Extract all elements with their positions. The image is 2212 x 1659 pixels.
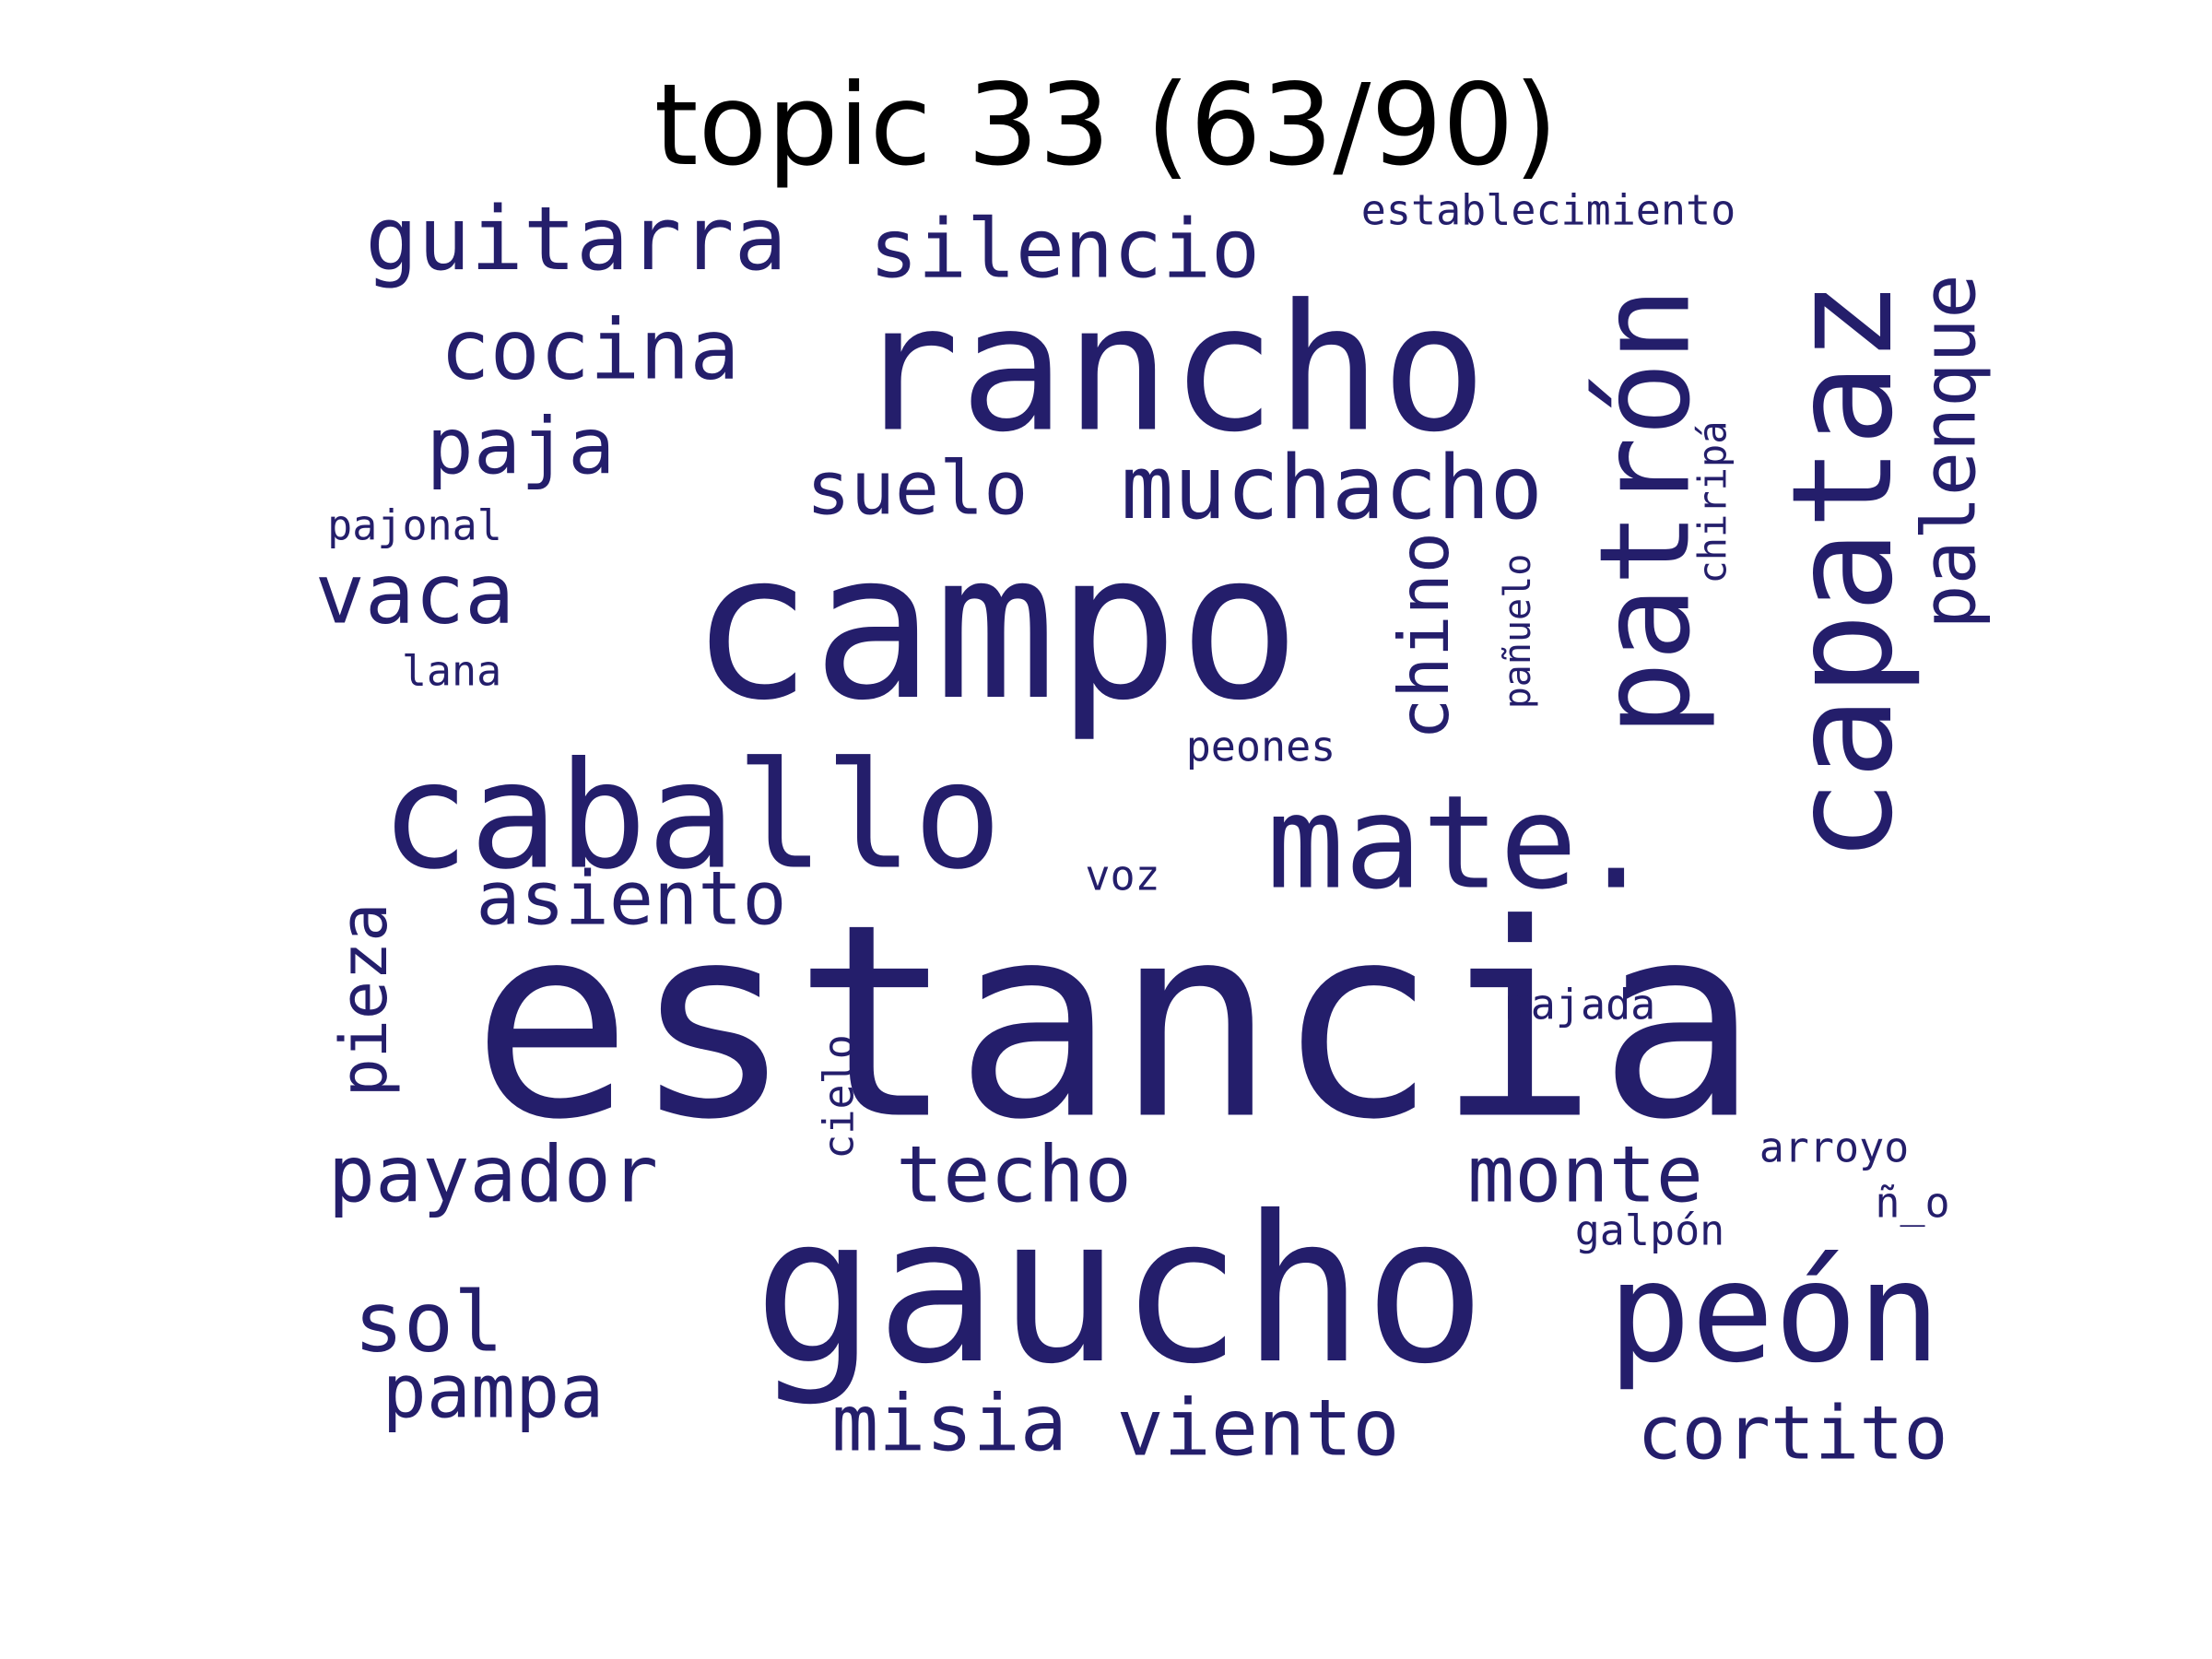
cloud-word-monte: monte: [1467, 1130, 1703, 1221]
cloud-word-silencio: silencio: [869, 202, 1260, 297]
cloud-word-suelo: suelo: [806, 446, 1029, 532]
cloud-word-asiento: asiento: [476, 856, 786, 942]
cloud-word-campo: campo: [690, 509, 1300, 745]
cloud-word-misia: misia: [831, 1379, 1067, 1470]
cloud-word-payador: payador: [328, 1130, 658, 1221]
cloud-word-caballo: caballo: [381, 730, 1002, 902]
cloud-word-muchacho: muchacho: [1121, 438, 1543, 539]
cloud-word-cielo: cielo: [815, 1034, 864, 1159]
cloud-word-sol: sol: [354, 1275, 504, 1371]
cloud-word-techo: techo: [896, 1130, 1132, 1221]
cloud-word-pa-uelo: pañuelo: [1497, 554, 1539, 710]
cloud-word--o: ñ_o: [1875, 1179, 1949, 1228]
cloud-word-voz: voz: [1085, 852, 1159, 900]
cloud-word-chirip-: chiripá: [1690, 420, 1735, 583]
cloud-word-patr-n: patrón: [1573, 287, 1718, 736]
cloud-word-vaca: vaca: [315, 547, 515, 643]
cloud-word-mate-: mate.: [1266, 769, 1654, 919]
cloud-word-viento: viento: [1116, 1383, 1399, 1475]
cloud-word-gaucho: gaucho: [754, 1172, 1487, 1408]
cloud-word-paja: paja: [427, 402, 616, 493]
cloud-word-palenque: palenque: [1907, 274, 1993, 629]
cloud-word-chino: chino: [1383, 532, 1465, 740]
cloud-word-guitarra: guitarra: [365, 189, 787, 290]
cloud-word-pieza: pieza: [326, 903, 402, 1098]
cloud-word-peones: peones: [1186, 723, 1336, 771]
figure-title: topic 33 (63/90): [653, 60, 1559, 191]
cloud-word-pampa: pampa: [382, 1349, 605, 1435]
cloud-word-galp-n: galpón: [1575, 1206, 1725, 1255]
cloud-word-arroyo: arroyo: [1759, 1124, 1910, 1172]
cloud-word-cortito: cortito: [1637, 1391, 1947, 1477]
cloud-word-pajonal: pajonal: [327, 501, 502, 550]
cloud-word-cocina: cocina: [440, 302, 739, 399]
cloud-word-capataz: capataz: [1763, 280, 1924, 863]
cloud-word-establecimiento: establecimiento: [1361, 186, 1735, 235]
cloud-word-rancho: rancho: [854, 267, 1487, 471]
cloud-word-majada: majada: [1506, 981, 1656, 1030]
cloud-word-estancia: estancia: [472, 868, 1759, 1179]
cloud-word-lana: lana: [402, 647, 501, 696]
cloud-word-pe-n: peón: [1607, 1233, 1940, 1394]
